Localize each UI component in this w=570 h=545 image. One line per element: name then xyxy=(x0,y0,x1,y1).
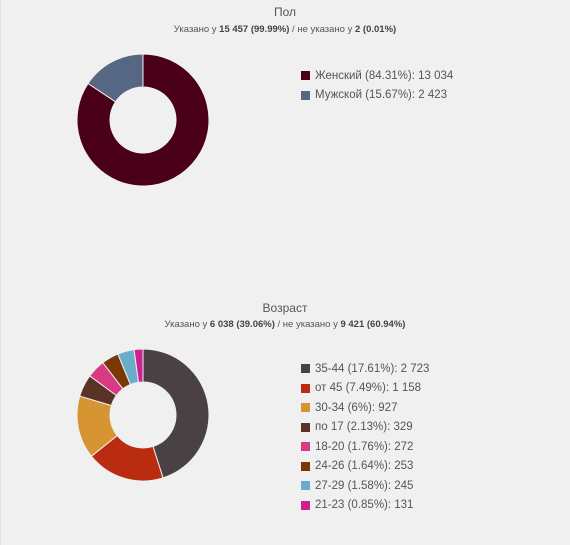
age-legend-item-по-17[interactable]: по 17 (2.13%): 329 xyxy=(301,418,429,438)
age-legend-item-24-26[interactable]: 24-26 (1.64%): 253 xyxy=(301,457,429,477)
age-legend-swatch xyxy=(301,364,310,374)
gender-chart-subtitle: Указано у 15 457 (99.99%) / не указано у… xyxy=(0,24,570,35)
age-slice-21-23[interactable] xyxy=(133,348,144,383)
gender-legend: Женский (84.31%): 13 034 Мужской (15.67%)… xyxy=(301,66,453,105)
age-legend-label: 18-20 (1.76%): 272 xyxy=(315,440,414,453)
left-border-line xyxy=(0,0,1,545)
age-legend-item-27-29[interactable]: 27-29 (1.58%): 245 xyxy=(301,476,429,496)
age-chart-subtitle: Указано у 6 038 (39.06%) / не указано у … xyxy=(0,319,570,330)
age-legend-label: по 17 (2.13%): 329 xyxy=(315,421,413,434)
gender-specified-count: 15 457 (99.99%) xyxy=(219,24,290,35)
age-donut-chart[interactable] xyxy=(76,348,210,482)
age-unspecified-count: 9 421 (60.94%) xyxy=(340,319,406,330)
age-legend-label: 21-23 (0.85%): 131 xyxy=(315,499,414,512)
gender-subtitle-middle: / не указано у xyxy=(292,24,353,35)
age-legend-swatch xyxy=(301,403,310,413)
age-legend-item-21-23[interactable]: 21-23 (0.85%): 131 xyxy=(301,496,429,516)
age-legend-label: 35-44 (17.61%): 2 723 xyxy=(315,362,430,375)
gender-legend-item-женский[interactable]: Женский (84.31%): 13 034 xyxy=(301,66,453,86)
gender-donut-chart[interactable] xyxy=(76,53,210,187)
age-legend-label: от 45 (7.49%): 1 158 xyxy=(315,382,422,395)
gender-legend-label: Женский (84.31%): 13 034 xyxy=(315,69,454,82)
age-subtitle-middle: / не указано у xyxy=(277,319,338,330)
age-legend-item-35-44[interactable]: 35-44 (17.61%): 2 723 xyxy=(301,359,429,379)
age-legend-label: 27-29 (1.58%): 245 xyxy=(315,479,414,492)
age-legend-swatch xyxy=(301,422,310,432)
age-subtitle-prefix: Указано у xyxy=(164,319,208,330)
gender-chart-title: Пол xyxy=(273,5,297,19)
gender-legend-item-мужской[interactable]: Мужской (15.67%): 2 423 xyxy=(301,86,453,106)
age-legend: 35-44 (17.61%): 2 723 от 45 (7.49%): 1 15… xyxy=(301,359,429,515)
gender-legend-swatch xyxy=(301,71,310,81)
age-slice-35-44[interactable] xyxy=(142,348,210,479)
gender-legend-swatch xyxy=(301,90,310,100)
age-specified-count: 6 038 (39.06%) xyxy=(209,319,275,330)
gender-unspecified-count: 2 (0.01%) xyxy=(355,24,397,35)
age-legend-item-30-34[interactable]: 30-34 (6%): 927 xyxy=(301,398,429,418)
age-legend-item-от-45[interactable]: от 45 (7.49%): 1 158 xyxy=(301,379,429,399)
age-legend-label: 30-34 (6%): 927 xyxy=(315,401,398,414)
gender-subtitle-prefix: Указано у xyxy=(173,24,217,35)
age-legend-swatch xyxy=(301,442,310,452)
age-chart-title: Возраст xyxy=(262,301,308,315)
gender-slice-мужской[interactable] xyxy=(87,53,144,103)
age-section: Возраст Указано у 6 038 (39.06%) / не ук… xyxy=(0,295,570,545)
gender-legend-label: Мужской (15.67%): 2 423 xyxy=(315,89,448,102)
gender-section: Пол Указано у 15 457 (99.99%) / не указа… xyxy=(0,0,570,240)
age-legend-swatch xyxy=(301,481,310,491)
gender-slice-женский[interactable] xyxy=(76,53,210,187)
age-legend-label: 24-26 (1.64%): 253 xyxy=(315,460,414,473)
age-legend-item-18-20[interactable]: 18-20 (1.76%): 272 xyxy=(301,437,429,457)
age-legend-swatch xyxy=(301,461,310,471)
age-legend-swatch xyxy=(301,500,310,510)
age-legend-swatch xyxy=(301,383,310,393)
